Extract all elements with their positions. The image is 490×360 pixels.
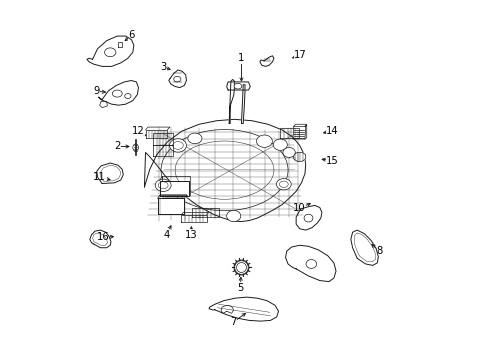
Polygon shape <box>87 36 134 66</box>
Ellipse shape <box>170 139 186 152</box>
Ellipse shape <box>174 76 181 82</box>
Ellipse shape <box>172 141 183 149</box>
Ellipse shape <box>276 179 291 190</box>
Polygon shape <box>260 56 274 66</box>
Ellipse shape <box>104 48 116 57</box>
Ellipse shape <box>234 83 242 89</box>
Polygon shape <box>351 230 378 265</box>
Ellipse shape <box>237 262 246 273</box>
Text: 14: 14 <box>326 126 339 136</box>
Text: 9: 9 <box>93 86 99 96</box>
Text: 12: 12 <box>132 126 145 136</box>
Text: 4: 4 <box>164 230 170 240</box>
Ellipse shape <box>306 260 317 268</box>
Polygon shape <box>97 163 123 184</box>
Text: 13: 13 <box>185 230 197 240</box>
Text: 5: 5 <box>238 283 244 293</box>
Ellipse shape <box>273 139 287 150</box>
Text: 17: 17 <box>294 50 307 60</box>
Text: 6: 6 <box>128 30 135 40</box>
Ellipse shape <box>112 90 122 97</box>
Ellipse shape <box>304 214 313 222</box>
Text: 7: 7 <box>230 317 237 327</box>
Ellipse shape <box>256 135 272 147</box>
Ellipse shape <box>124 94 131 99</box>
Polygon shape <box>294 153 306 161</box>
Polygon shape <box>296 206 322 230</box>
Polygon shape <box>160 181 189 196</box>
Ellipse shape <box>158 182 168 189</box>
Polygon shape <box>209 297 278 321</box>
Ellipse shape <box>133 144 139 151</box>
Polygon shape <box>227 82 250 90</box>
Polygon shape <box>229 80 234 123</box>
Polygon shape <box>157 198 184 213</box>
Text: 8: 8 <box>376 246 382 256</box>
Text: 2: 2 <box>114 141 121 152</box>
Polygon shape <box>286 245 336 282</box>
Ellipse shape <box>155 179 171 192</box>
Ellipse shape <box>227 210 241 222</box>
Text: 3: 3 <box>160 62 166 72</box>
Polygon shape <box>90 230 111 248</box>
Polygon shape <box>99 102 107 108</box>
Text: 1: 1 <box>238 53 245 63</box>
Ellipse shape <box>234 260 249 275</box>
Polygon shape <box>145 119 306 222</box>
Text: 16: 16 <box>97 232 110 242</box>
Ellipse shape <box>188 133 202 144</box>
Ellipse shape <box>279 181 288 188</box>
Text: 10: 10 <box>294 203 306 213</box>
Polygon shape <box>169 70 186 87</box>
Ellipse shape <box>283 148 295 157</box>
Polygon shape <box>242 85 245 123</box>
Polygon shape <box>98 81 139 105</box>
Text: 15: 15 <box>326 156 339 166</box>
Text: 11: 11 <box>93 172 106 182</box>
